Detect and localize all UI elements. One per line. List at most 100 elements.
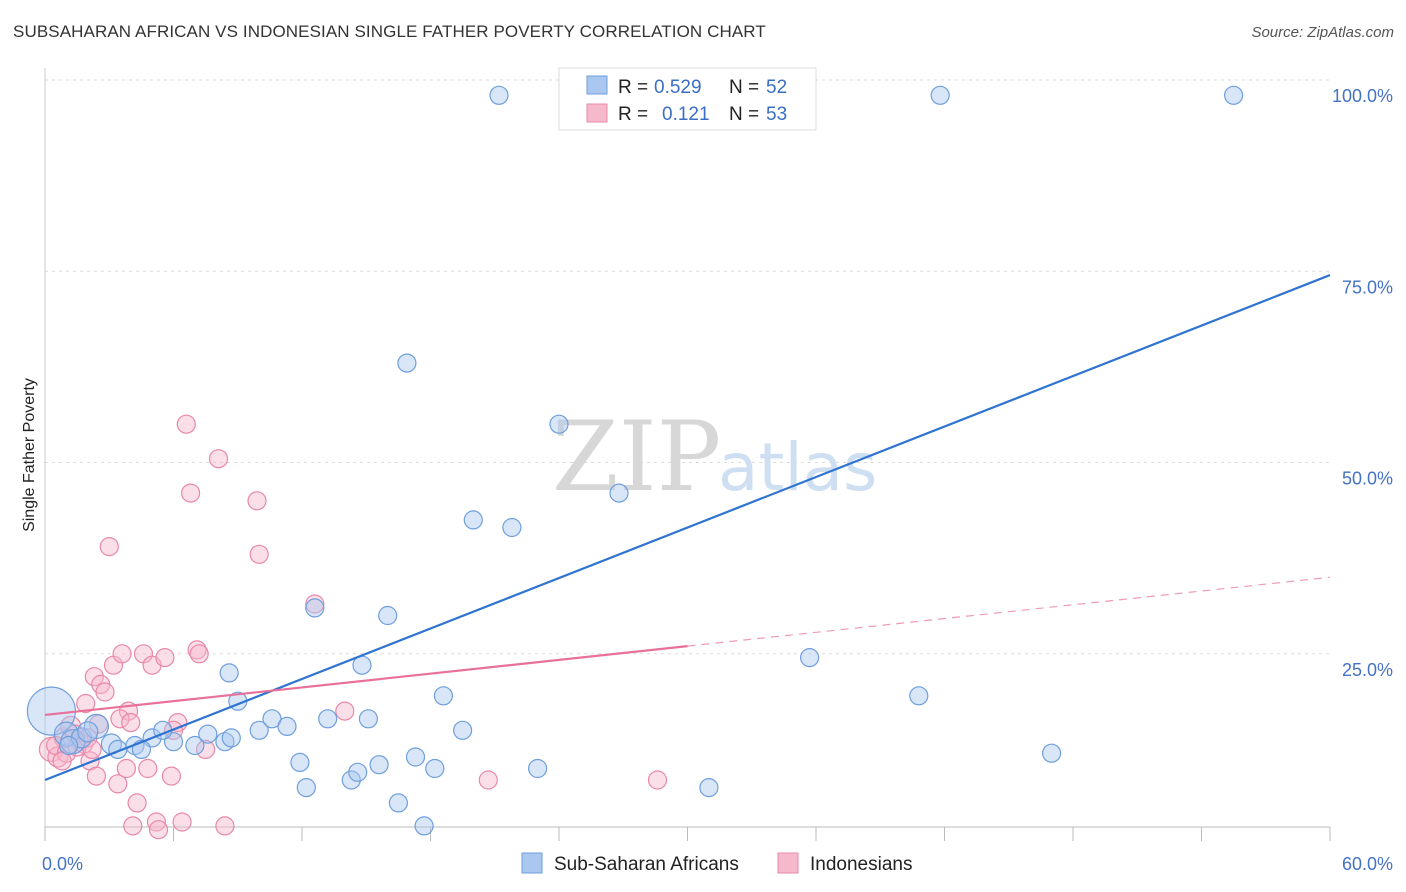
bottom-legend-swatch-blue [521, 852, 543, 874]
sub-saharan-point [453, 720, 473, 740]
sub-saharan-point [405, 747, 426, 767]
axes [44, 68, 1331, 841]
indonesian-point [148, 820, 169, 840]
sub-saharan-point [527, 758, 548, 779]
x-tick-labels: 0.0% 60.0% [42, 854, 1393, 874]
sub-saharan-point [318, 709, 338, 729]
sub-saharan-point [58, 735, 79, 756]
sub-saharan-point [699, 777, 719, 798]
sub-saharan-point [799, 647, 820, 668]
x-tick-label: 60.0% [1342, 854, 1393, 874]
sub-saharan-point [463, 510, 483, 530]
source-label: Source: ZipAtlas.com [1251, 24, 1394, 41]
x-tick-label: 0.0% [42, 854, 83, 874]
sub-saharan-point [1041, 743, 1062, 763]
indonesian-trend-line [44, 645, 688, 717]
sub-saharan-point [296, 777, 316, 798]
sub-saharan-trend-line [44, 274, 1331, 781]
indonesian-point [189, 644, 209, 664]
sub-saharan-point [358, 709, 378, 729]
sub-saharan-point [185, 735, 205, 756]
sub-saharan-point [198, 724, 218, 744]
y-tick-label: 100.0% [1332, 86, 1393, 106]
indonesian-point [138, 758, 158, 779]
indonesian-point [172, 812, 192, 832]
bottom-legend: Sub-Saharan Africans Indonesians [521, 852, 912, 875]
y-tick-label: 50.0% [1342, 469, 1393, 489]
indonesian-point [196, 739, 216, 760]
sub-saharan-point [930, 85, 950, 105]
sub-saharan-point [388, 793, 408, 813]
legend-r-label-1: R = [618, 77, 648, 98]
indonesian-point [95, 682, 115, 702]
indonesian-point [155, 647, 175, 668]
indonesian-point [108, 774, 128, 794]
indonesian-point [647, 770, 668, 790]
indonesian-point [181, 483, 201, 503]
legend-r-value-2: 0.121 [662, 104, 710, 125]
sub-saharan-point [414, 816, 434, 836]
sub-saharan-point [425, 758, 445, 779]
sub-saharan-point [549, 414, 569, 434]
legend-n-label-1: N = [729, 77, 759, 98]
indonesian-point [249, 544, 269, 564]
indonesian-point [84, 667, 104, 687]
sub-saharan-point [502, 517, 522, 538]
sub-saharan-point [77, 721, 99, 743]
indonesian-point [146, 812, 166, 832]
sub-saharan-point [397, 353, 417, 373]
legend-r-value-1: 0.529 [654, 77, 702, 98]
legend-swatch-pink [586, 103, 608, 123]
top-legend: R = 0.529 N = 52 R = 0.121 N = 53 [558, 67, 817, 131]
legend-n-label-2: N = [729, 104, 759, 125]
sub-saharan-point [277, 716, 297, 737]
legend-swatch-blue [586, 75, 608, 95]
indonesian-point [112, 644, 132, 664]
sub-saharan-point [290, 752, 310, 773]
sub-saharan-point [1223, 85, 1244, 105]
chart-title: SUBSAHARAN AFRICAN VS INDONESIAN SINGLE … [13, 22, 766, 41]
sub-saharan-point [433, 686, 453, 706]
grid-lines [45, 79, 1330, 655]
trend-lines [44, 274, 1331, 781]
indonesian-point [161, 766, 181, 786]
indonesian-point [335, 701, 355, 721]
sub-saharan-point [909, 686, 929, 706]
indonesian-point [123, 816, 143, 836]
sub-saharan-point [221, 728, 241, 748]
y-tick-label: 25.0% [1342, 660, 1393, 680]
indonesian-point [121, 712, 141, 733]
sub-saharan-point [249, 720, 269, 740]
indonesian-point [127, 793, 147, 813]
indonesian-point [478, 770, 498, 790]
watermark-zip: ZIP [552, 401, 721, 513]
indonesian-point [99, 536, 119, 557]
sub-saharan-point [609, 483, 629, 503]
indonesian-point [86, 766, 107, 786]
legend-n-value-2: 53 [766, 104, 787, 125]
sub-saharan-point [341, 770, 361, 790]
indonesian-point [76, 693, 96, 714]
indonesian-point [215, 816, 235, 836]
indonesian-point [208, 449, 229, 469]
sub-saharan-point [305, 598, 325, 618]
legend-n-value-1: 52 [766, 77, 787, 98]
y-axis-label: Single Father Poverty [21, 378, 38, 532]
sub-saharan-point [489, 85, 509, 105]
indonesian-trend-extension [687, 576, 1331, 647]
sub-saharan-point [262, 709, 282, 729]
sub-saharan-points [26, 85, 1244, 836]
indonesian-point [247, 491, 267, 511]
indonesian-point [176, 414, 196, 434]
watermark-atlas: atlas [718, 429, 878, 506]
bottom-legend-label-pink: Indonesians [810, 854, 912, 875]
watermark: ZIP atlas [552, 401, 878, 513]
sub-saharan-point [348, 762, 368, 782]
indonesian-point [110, 709, 130, 729]
bottom-legend-swatch-pink [777, 852, 799, 874]
sub-saharan-point [219, 663, 239, 683]
y-tick-label: 75.0% [1342, 277, 1393, 297]
sub-saharan-point [369, 755, 389, 775]
y-tick-labels: 25.0% 50.0% 75.0% 100.0% [1332, 86, 1393, 680]
